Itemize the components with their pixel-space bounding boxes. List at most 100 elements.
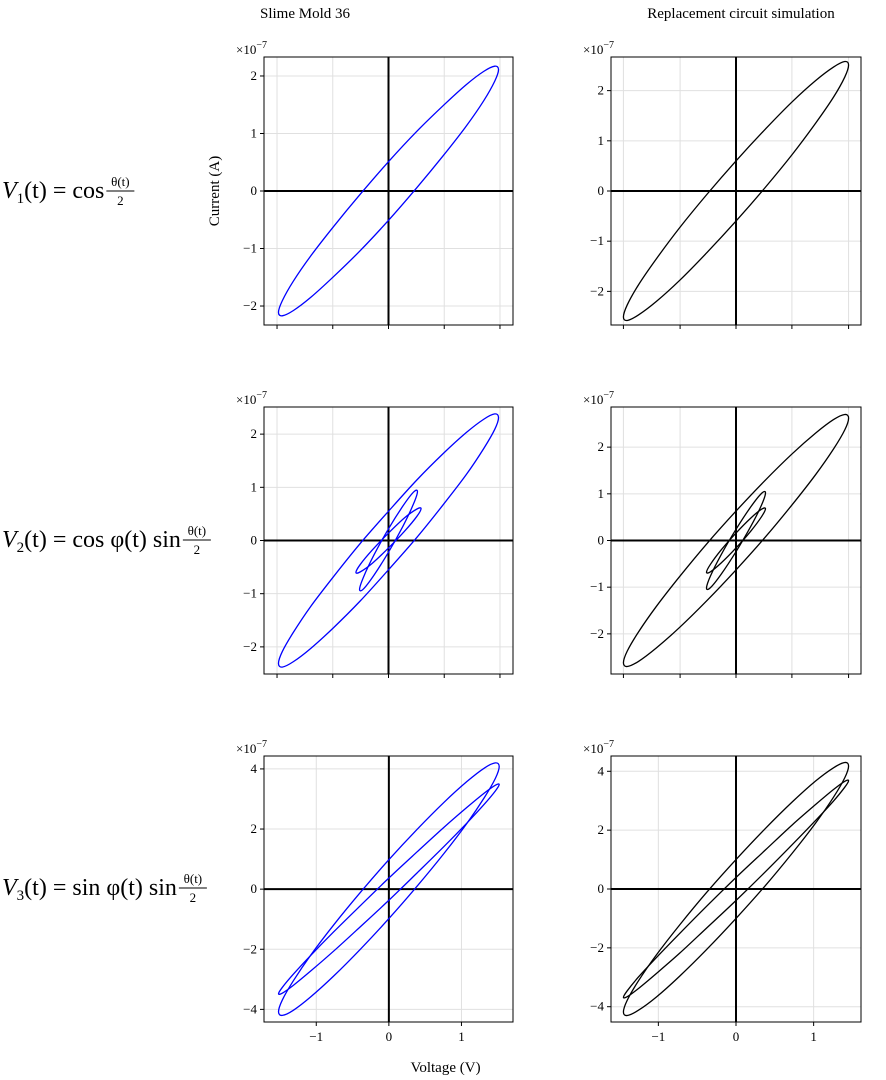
subplot: −2 −1 0 1 2 ×10−7 Slime Mold 36 Current (A)	[207, 6, 514, 329]
x-tick-label: −1	[651, 1029, 665, 1044]
iv-curve	[622, 761, 850, 1017]
y-tick-label: 2	[598, 83, 605, 98]
eq-sub: 2	[17, 540, 25, 556]
y-tick-label: 2	[598, 822, 605, 837]
x-tick-label: 0	[733, 1029, 740, 1044]
y-tick-label: −4	[590, 999, 604, 1014]
x-tick-label: 1	[810, 1029, 817, 1044]
offset-base: ×10	[236, 392, 256, 407]
offset-exp: −7	[603, 40, 614, 51]
y-tick-label: −1	[243, 586, 257, 601]
x-tick-label: 0	[386, 1029, 393, 1044]
iv-curve	[355, 507, 422, 574]
subplot: −2 −1 0 1 2 ×10−7 Replacement circuit simulati…	[583, 6, 862, 329]
y-tick-label: −1	[243, 241, 257, 256]
y-tick-label: 1	[598, 486, 605, 501]
eq-lhs: V	[2, 527, 19, 553]
y-tick-label: 1	[251, 125, 258, 140]
y-tick-label: 2	[598, 439, 605, 454]
eq-denominator: 2	[190, 890, 197, 905]
y-tick-label: 0	[598, 881, 605, 896]
y-tick-label: −2	[590, 283, 604, 298]
iv-curve	[622, 779, 850, 999]
plot-frame	[610, 56, 862, 326]
iv-curve	[705, 507, 767, 574]
eq-lhs: V	[2, 875, 19, 901]
offset-label: ×10−7	[236, 739, 267, 756]
y-tick-label: 0	[251, 183, 258, 198]
offset-exp: −7	[256, 739, 267, 750]
offset-exp: −7	[603, 390, 614, 401]
offset-exp: −7	[603, 739, 614, 750]
subplot: −4 −2 0 2 4 −1 0 1 ×10−7 Voltage (V)	[236, 739, 514, 1076]
y-tick-label: 0	[598, 533, 605, 548]
iv-curve	[277, 65, 500, 317]
y-tick-label: −1	[590, 233, 604, 248]
offset-exp: −7	[256, 40, 267, 51]
y-tick-label: 0	[251, 533, 258, 548]
y-tick-label: −4	[243, 1001, 257, 1016]
x-axis-label: Voltage (V)	[410, 1060, 480, 1076]
y-tick-label: −2	[590, 940, 604, 955]
iv-curve	[277, 762, 500, 1017]
y-tick-label: 0	[598, 183, 605, 198]
offset-label: ×10−7	[583, 390, 614, 407]
equation: V1(t) = cos	[2, 178, 104, 207]
offset-base: ×10	[236, 42, 256, 57]
y-axis-label: Current (A)	[207, 156, 223, 226]
y-tick-label: 1	[251, 479, 258, 494]
offset-base: ×10	[583, 741, 603, 756]
eq-numerator: θ(t)	[111, 174, 130, 189]
eq-denominator: 2	[117, 193, 124, 208]
x-tick-label: −1	[309, 1029, 323, 1044]
plot-frame	[263, 406, 514, 675]
y-tick-label: −2	[243, 941, 257, 956]
plot-frame	[610, 755, 862, 1023]
y-tick-label: 4	[598, 763, 605, 778]
subplot: −2 −1 0 1 2 ×10−7	[236, 390, 514, 678]
row-label: V2(t) = cos φ(t) sin θ(t)2	[2, 523, 211, 557]
eq-lhs: V	[2, 178, 19, 204]
y-tick-label: 2	[251, 426, 258, 441]
y-tick-label: 0	[251, 881, 258, 896]
eq-numerator: θ(t)	[188, 523, 207, 538]
plot-frame	[263, 755, 514, 1023]
eq-sub: 1	[17, 191, 25, 207]
iv-curve	[705, 490, 767, 591]
iv-curve	[622, 413, 850, 668]
eq-numerator: θ(t)	[184, 871, 203, 886]
eq-mid: (t) = cos	[24, 178, 104, 204]
y-tick-label: 2	[251, 68, 258, 83]
equation: V3(t) = sin φ(t) sin	[2, 875, 177, 904]
eq-mid: (t) = sin φ(t) sin	[24, 875, 177, 901]
y-tick-label: −1	[590, 579, 604, 594]
offset-label: ×10−7	[583, 739, 614, 756]
offset-label: ×10−7	[236, 40, 267, 57]
eq-sub: 3	[17, 888, 25, 904]
equation: V2(t) = cos φ(t) sin	[2, 527, 181, 556]
y-tick-label: −2	[590, 626, 604, 641]
row-label: V1(t) = cos θ(t) 2	[2, 174, 135, 208]
iv-curve	[277, 413, 500, 668]
iv-curve	[622, 60, 850, 322]
iv-curve	[358, 489, 419, 592]
subplot: −2 −1 0 1 2 ×10−7	[583, 390, 862, 678]
x-tick-label: 1	[458, 1029, 465, 1044]
y-tick-label: 4	[251, 761, 258, 776]
eq-mid: (t) = cos φ(t) sin	[24, 527, 181, 553]
offset-base: ×10	[583, 42, 603, 57]
plot-frame	[610, 406, 862, 675]
eq-denominator: 2	[194, 542, 201, 557]
row-label: V3(t) = sin φ(t) sin θ(t) 2	[2, 871, 207, 905]
offset-label: ×10−7	[583, 40, 614, 57]
y-tick-label: 1	[598, 133, 605, 148]
offset-base: ×10	[583, 392, 603, 407]
offset-exp: −7	[256, 390, 267, 401]
iv-curve	[277, 783, 500, 995]
y-tick-label: 2	[251, 821, 258, 836]
column-title: Slime Mold 36	[260, 6, 351, 22]
column-title: Replacement circuit simulation	[647, 6, 835, 22]
plot-frame	[263, 56, 514, 326]
offset-base: ×10	[236, 741, 256, 756]
